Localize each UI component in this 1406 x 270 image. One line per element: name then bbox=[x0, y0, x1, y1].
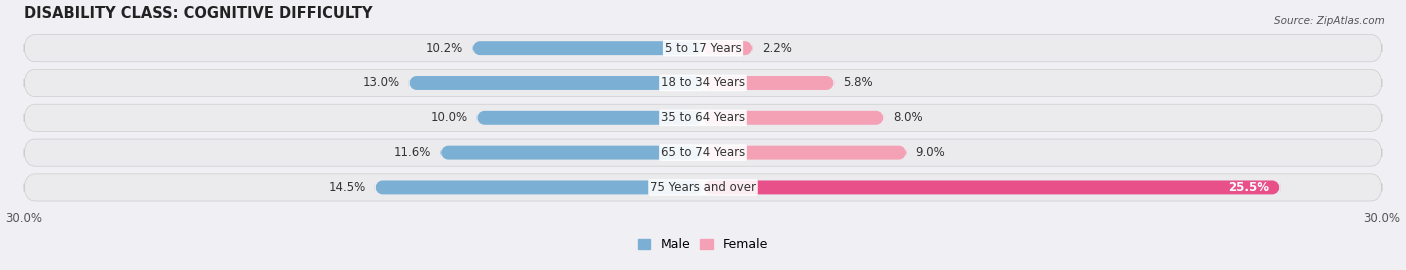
Text: 13.0%: 13.0% bbox=[363, 76, 399, 89]
FancyBboxPatch shape bbox=[409, 76, 703, 90]
FancyBboxPatch shape bbox=[24, 35, 1382, 62]
Text: 35 to 64 Years: 35 to 64 Years bbox=[661, 111, 745, 124]
FancyBboxPatch shape bbox=[703, 41, 752, 55]
Text: 65 to 74 Years: 65 to 74 Years bbox=[661, 146, 745, 159]
FancyBboxPatch shape bbox=[375, 180, 703, 194]
Text: 10.2%: 10.2% bbox=[426, 42, 463, 55]
Text: 14.5%: 14.5% bbox=[329, 181, 366, 194]
FancyBboxPatch shape bbox=[703, 180, 1279, 194]
FancyBboxPatch shape bbox=[703, 146, 907, 160]
FancyBboxPatch shape bbox=[24, 104, 1382, 131]
Text: 8.0%: 8.0% bbox=[893, 111, 922, 124]
Text: 5.8%: 5.8% bbox=[844, 76, 873, 89]
FancyBboxPatch shape bbox=[472, 41, 703, 55]
Text: 10.0%: 10.0% bbox=[430, 111, 468, 124]
Text: 11.6%: 11.6% bbox=[394, 146, 432, 159]
FancyBboxPatch shape bbox=[477, 111, 703, 125]
FancyBboxPatch shape bbox=[24, 139, 1382, 166]
Text: 75 Years and over: 75 Years and over bbox=[650, 181, 756, 194]
FancyBboxPatch shape bbox=[703, 111, 884, 125]
Text: 2.2%: 2.2% bbox=[762, 42, 792, 55]
FancyBboxPatch shape bbox=[440, 146, 703, 160]
Text: Source: ZipAtlas.com: Source: ZipAtlas.com bbox=[1274, 16, 1385, 26]
FancyBboxPatch shape bbox=[24, 69, 1382, 97]
Text: 18 to 34 Years: 18 to 34 Years bbox=[661, 76, 745, 89]
Legend: Male, Female: Male, Female bbox=[633, 233, 773, 256]
Text: 5 to 17 Years: 5 to 17 Years bbox=[665, 42, 741, 55]
Text: 9.0%: 9.0% bbox=[915, 146, 945, 159]
Text: DISABILITY CLASS: COGNITIVE DIFFICULTY: DISABILITY CLASS: COGNITIVE DIFFICULTY bbox=[24, 6, 373, 21]
FancyBboxPatch shape bbox=[703, 76, 834, 90]
Text: 25.5%: 25.5% bbox=[1227, 181, 1268, 194]
FancyBboxPatch shape bbox=[24, 174, 1382, 201]
